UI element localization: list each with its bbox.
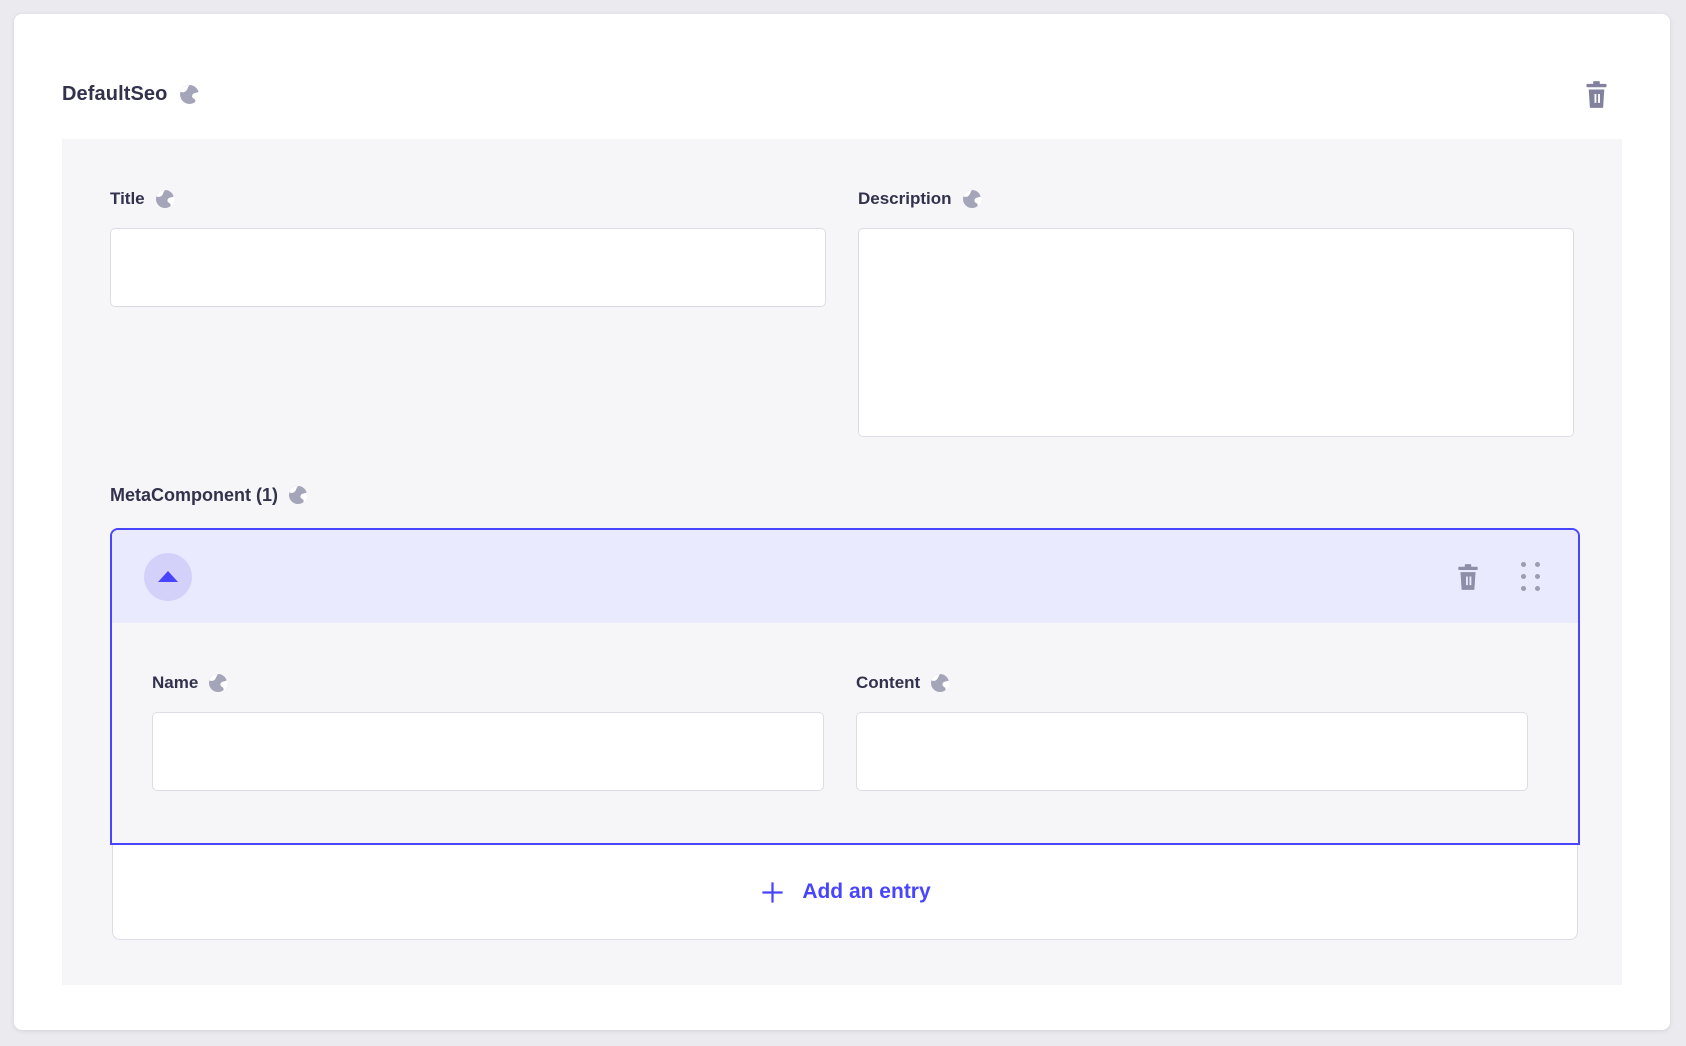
add-entry-footer: Add an entry — [112, 845, 1578, 940]
title-label-row: Title — [110, 187, 826, 211]
content-input[interactable] — [856, 712, 1528, 791]
entry-header — [112, 530, 1578, 623]
field-content: Content — [856, 671, 1528, 791]
field-title: Title — [110, 187, 826, 307]
component-entry: Name — [110, 528, 1580, 845]
component-fields-section: Title Description — [62, 139, 1622, 985]
globe-icon — [930, 673, 950, 693]
component-card: DefaultSeo — [14, 14, 1670, 1030]
content-label: Content — [856, 673, 921, 692]
add-entry-button[interactable]: Add an entry — [759, 879, 931, 906]
component-title-row: DefaultSeo — [62, 83, 200, 106]
drag-dot — [1521, 574, 1526, 579]
repeatable-group: MetaComponent (1) — [110, 483, 1580, 940]
drag-handle-icon[interactable] — [1517, 558, 1544, 595]
entry-actions — [1453, 558, 1544, 595]
drag-dot — [1535, 586, 1540, 591]
repeatable-entries-list: Name — [110, 528, 1580, 940]
name-input[interactable] — [152, 712, 824, 791]
chevron-up-icon — [158, 571, 178, 582]
drag-dot — [1521, 562, 1526, 567]
globe-icon — [155, 189, 175, 209]
trash-icon — [1455, 563, 1481, 591]
add-entry-label: Add an entry — [802, 880, 931, 903]
card-header: DefaultSeo — [14, 14, 1670, 111]
description-label: Description — [858, 189, 952, 208]
drag-dot — [1521, 586, 1526, 591]
globe-icon — [208, 673, 228, 693]
globe-icon — [179, 84, 200, 105]
globe-icon — [288, 485, 308, 505]
name-label: Name — [152, 673, 199, 692]
description-label-row: Description — [858, 187, 1574, 211]
plus-icon — [759, 879, 786, 906]
field-row-top: Title Description — [110, 187, 1574, 437]
globe-icon — [962, 189, 982, 209]
content-label-row: Content — [856, 671, 1528, 695]
repeatable-label-row: MetaComponent (1) — [110, 483, 1574, 507]
repeatable-group-label: MetaComponent (1) — [110, 484, 278, 505]
component-title: DefaultSeo — [62, 83, 168, 105]
description-textarea[interactable] — [858, 228, 1574, 437]
drag-dot — [1535, 574, 1540, 579]
entry-body: Name — [112, 623, 1578, 843]
drag-dot — [1535, 562, 1540, 567]
collapse-entry-button[interactable] — [144, 552, 192, 601]
delete-entry-button[interactable] — [1453, 561, 1483, 593]
trash-icon — [1583, 80, 1610, 109]
title-input[interactable] — [110, 228, 826, 307]
title-label: Title — [110, 189, 145, 208]
field-description: Description — [858, 187, 1574, 437]
name-label-row: Name — [152, 671, 824, 695]
delete-component-button[interactable] — [1581, 78, 1612, 111]
field-name: Name — [152, 671, 824, 791]
